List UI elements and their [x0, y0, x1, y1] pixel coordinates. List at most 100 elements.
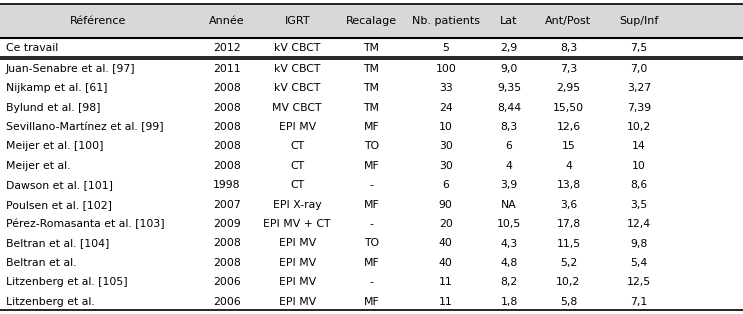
Text: 40: 40	[439, 258, 452, 268]
Text: 6: 6	[505, 141, 513, 151]
Text: 8,6: 8,6	[630, 180, 648, 190]
Text: 2006: 2006	[212, 277, 241, 287]
Text: 7,5: 7,5	[630, 43, 648, 53]
Text: MF: MF	[363, 161, 380, 171]
Text: MV CBCT: MV CBCT	[273, 102, 322, 112]
Text: 11: 11	[439, 277, 452, 287]
Text: 7,1: 7,1	[630, 297, 648, 307]
Bar	[0, 4, 743, 38]
Text: 3,5: 3,5	[630, 200, 648, 210]
Text: EPI MV + CT: EPI MV + CT	[264, 219, 331, 229]
Text: 17,8: 17,8	[557, 219, 580, 229]
Text: 1,8: 1,8	[500, 297, 518, 307]
Text: 4: 4	[565, 161, 572, 171]
Text: Sup/Inf: Sup/Inf	[620, 16, 658, 26]
Text: 7,0: 7,0	[630, 64, 648, 74]
Text: Bylund et al. [98]: Bylund et al. [98]	[6, 102, 100, 112]
Text: 9,35: 9,35	[497, 83, 521, 93]
Text: Sevillano-Martínez et al. [99]: Sevillano-Martínez et al. [99]	[6, 122, 163, 132]
Text: CT: CT	[290, 141, 305, 151]
Text: 15: 15	[562, 141, 575, 151]
Text: TO: TO	[364, 141, 379, 151]
Text: 6: 6	[442, 180, 450, 190]
Text: 90: 90	[439, 200, 452, 210]
Text: 10,2: 10,2	[557, 277, 580, 287]
Text: EPI MV: EPI MV	[279, 258, 316, 268]
Text: 9,8: 9,8	[630, 239, 648, 248]
Text: 12,5: 12,5	[627, 277, 651, 287]
Text: -: -	[369, 277, 374, 287]
Text: Litzenberg et al. [105]: Litzenberg et al. [105]	[6, 277, 128, 287]
Text: 2008: 2008	[212, 239, 241, 248]
Text: MF: MF	[363, 200, 380, 210]
Text: 4,3: 4,3	[500, 239, 518, 248]
Text: 40: 40	[439, 239, 452, 248]
Text: CT: CT	[290, 180, 305, 190]
Text: Référence: Référence	[71, 16, 126, 26]
Text: 24: 24	[439, 102, 452, 112]
Text: Pérez-Romasanta et al. [103]: Pérez-Romasanta et al. [103]	[6, 219, 164, 229]
Text: Poulsen et al. [102]: Poulsen et al. [102]	[6, 200, 112, 210]
Text: -: -	[369, 180, 374, 190]
Text: 3,27: 3,27	[627, 83, 651, 93]
Text: 2008: 2008	[212, 161, 241, 171]
Text: 10: 10	[632, 161, 646, 171]
Text: CT: CT	[290, 161, 305, 171]
Text: kV CBCT: kV CBCT	[274, 83, 320, 93]
Text: Juan-Senabre et al. [97]: Juan-Senabre et al. [97]	[6, 64, 135, 74]
Text: EPI MV: EPI MV	[279, 122, 316, 132]
Text: Ce travail: Ce travail	[6, 43, 58, 53]
Text: 30: 30	[439, 161, 452, 171]
Text: 2008: 2008	[212, 141, 241, 151]
Text: 2007: 2007	[212, 200, 241, 210]
Text: TM: TM	[363, 102, 380, 112]
Text: 2008: 2008	[212, 122, 241, 132]
Text: 2006: 2006	[212, 297, 241, 307]
Text: 100: 100	[435, 64, 456, 74]
Text: EPI MV: EPI MV	[279, 297, 316, 307]
Text: Beltran et al.: Beltran et al.	[6, 258, 77, 268]
Text: Meijer et al.: Meijer et al.	[6, 161, 71, 171]
Text: TM: TM	[363, 43, 380, 53]
Text: 7,39: 7,39	[627, 102, 651, 112]
Text: 3,9: 3,9	[500, 180, 518, 190]
Text: Lat: Lat	[500, 16, 518, 26]
Text: 3,6: 3,6	[559, 200, 577, 210]
Text: 5,2: 5,2	[559, 258, 577, 268]
Text: 10,2: 10,2	[627, 122, 651, 132]
Text: Dawson et al. [101]: Dawson et al. [101]	[6, 180, 113, 190]
Text: -: -	[369, 219, 374, 229]
Text: 10,5: 10,5	[497, 219, 521, 229]
Text: IGRT: IGRT	[285, 16, 310, 26]
Text: 5,8: 5,8	[559, 297, 577, 307]
Text: Nb. patients: Nb. patients	[412, 16, 480, 26]
Text: 11,5: 11,5	[557, 239, 580, 248]
Text: 2008: 2008	[212, 83, 241, 93]
Text: 14: 14	[632, 141, 646, 151]
Text: 13,8: 13,8	[557, 180, 580, 190]
Text: 11: 11	[439, 297, 452, 307]
Text: EPI X-ray: EPI X-ray	[273, 200, 322, 210]
Text: 8,2: 8,2	[500, 277, 518, 287]
Text: MF: MF	[363, 297, 380, 307]
Text: 33: 33	[439, 83, 452, 93]
Text: 2008: 2008	[212, 258, 241, 268]
Text: kV CBCT: kV CBCT	[274, 64, 320, 74]
Text: 2009: 2009	[212, 219, 241, 229]
Text: 5: 5	[442, 43, 450, 53]
Text: Année: Année	[209, 16, 244, 26]
Text: 2,95: 2,95	[557, 83, 580, 93]
Text: 30: 30	[439, 141, 452, 151]
Text: TM: TM	[363, 83, 380, 93]
Text: 15,50: 15,50	[553, 102, 584, 112]
Text: 2012: 2012	[212, 43, 241, 53]
Text: 5,4: 5,4	[630, 258, 648, 268]
Text: 1998: 1998	[212, 180, 241, 190]
Text: 8,3: 8,3	[559, 43, 577, 53]
Text: 8,44: 8,44	[497, 102, 521, 112]
Text: EPI MV: EPI MV	[279, 277, 316, 287]
Text: 4,8: 4,8	[500, 258, 518, 268]
Text: EPI MV: EPI MV	[279, 239, 316, 248]
Text: MF: MF	[363, 122, 380, 132]
Text: kV CBCT: kV CBCT	[274, 43, 320, 53]
